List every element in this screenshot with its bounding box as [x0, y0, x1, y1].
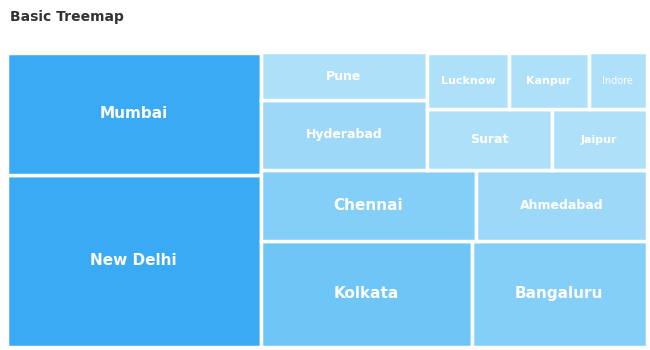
- Bar: [427, 110, 552, 170]
- Text: Chennai: Chennai: [333, 198, 404, 213]
- Text: Ahmedabad: Ahmedabad: [519, 199, 603, 212]
- Bar: [6, 175, 261, 346]
- Text: Kanpur: Kanpur: [526, 76, 571, 86]
- Bar: [261, 170, 476, 240]
- Bar: [6, 52, 261, 175]
- Bar: [509, 52, 588, 110]
- Bar: [588, 52, 647, 110]
- Text: Lucknow: Lucknow: [441, 76, 495, 86]
- Text: Surat: Surat: [471, 133, 509, 146]
- Bar: [261, 240, 472, 346]
- Bar: [552, 110, 647, 170]
- Text: Hyderabad: Hyderabad: [306, 128, 382, 141]
- Text: Pune: Pune: [326, 70, 361, 83]
- Text: Basic Treemap: Basic Treemap: [10, 10, 123, 25]
- Text: Bangaluru: Bangaluru: [515, 286, 603, 301]
- Bar: [427, 52, 509, 110]
- Bar: [261, 52, 427, 100]
- Text: Indore: Indore: [602, 76, 633, 86]
- Bar: [476, 170, 647, 240]
- Text: New Delhi: New Delhi: [90, 253, 177, 268]
- Text: Mumbai: Mumbai: [99, 106, 168, 121]
- Text: Kolkata: Kolkata: [333, 286, 399, 301]
- Text: Jaipur: Jaipur: [581, 135, 618, 145]
- Bar: [261, 100, 427, 170]
- Bar: [472, 240, 647, 346]
